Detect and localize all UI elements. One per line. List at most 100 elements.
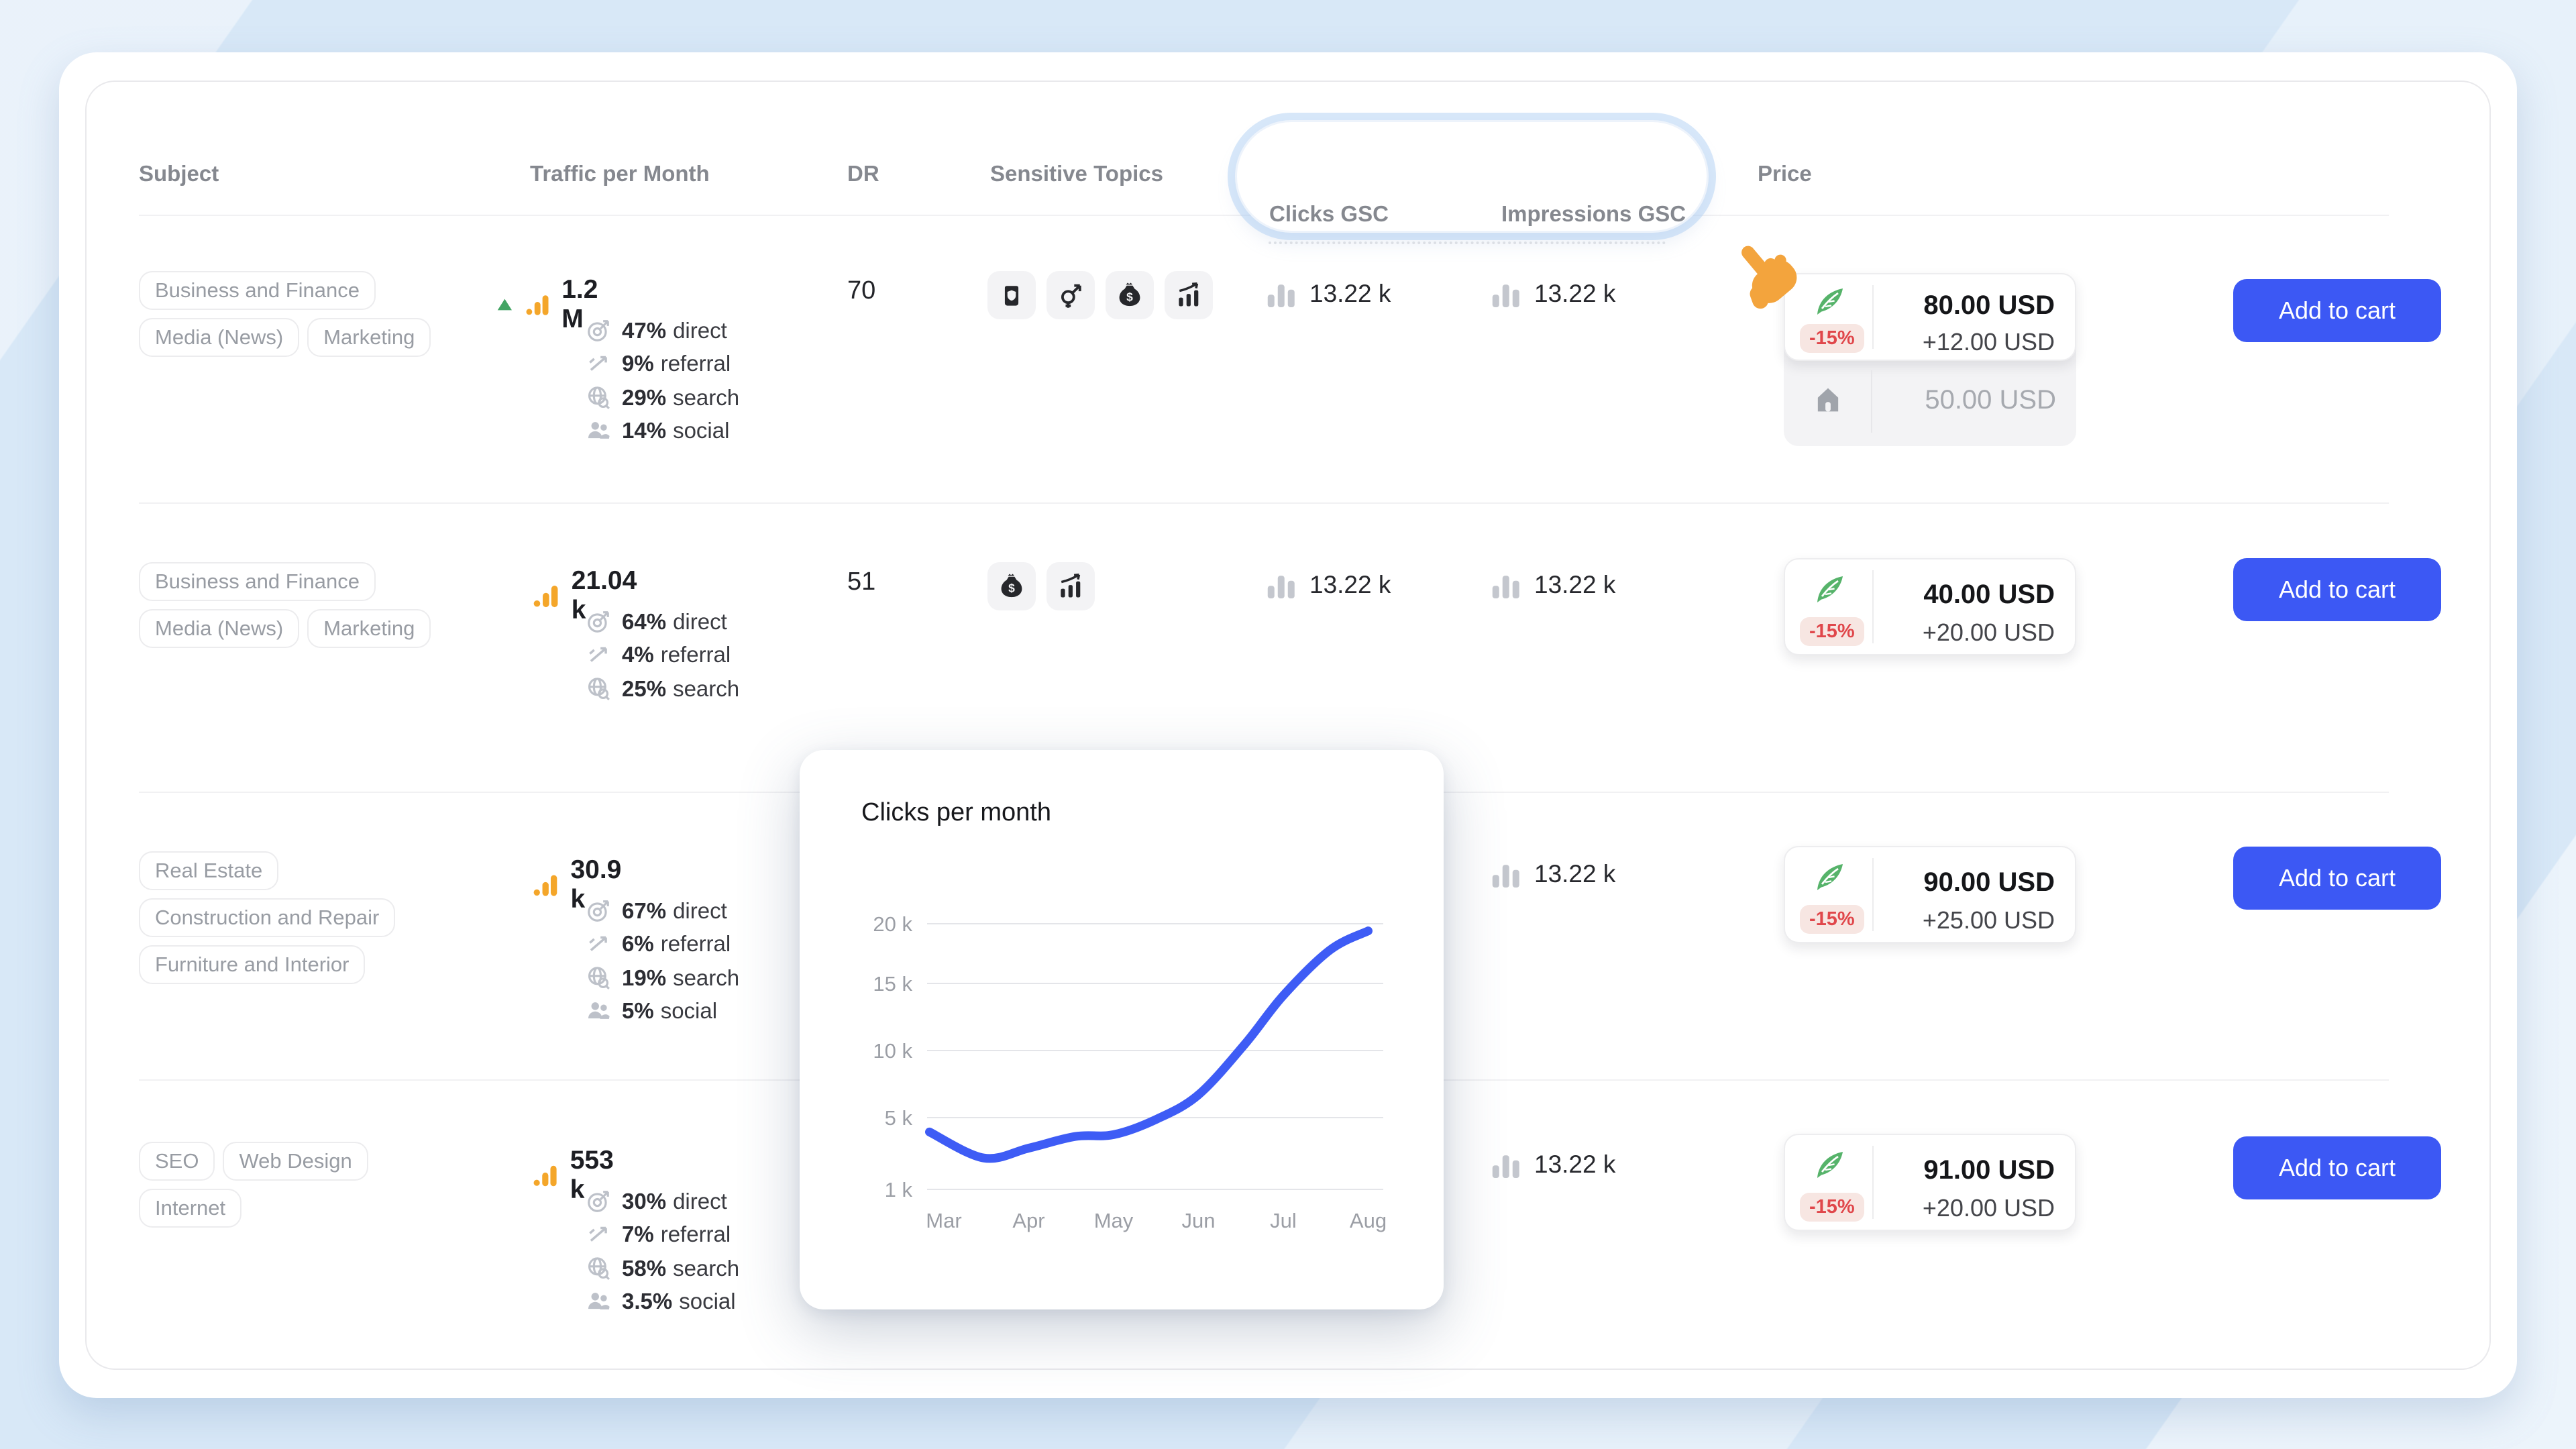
search-pct: 19%	[622, 965, 667, 990]
social-pct: 5%	[622, 998, 654, 1023]
search-globe-icon	[588, 386, 610, 409]
svg-text:Aug: Aug	[1350, 1209, 1387, 1232]
svg-text:Jul: Jul	[1270, 1209, 1297, 1232]
column-header-clicks-gsc: Clicks GSC	[1269, 201, 1389, 226]
direct-pct: 67%	[622, 898, 667, 923]
direct-label: direct	[673, 898, 727, 923]
subject-tag: Web Design	[223, 1142, 368, 1181]
house-icon	[1817, 388, 1839, 412]
price-card[interactable]: -15% 40.00 USD +20.00 USD	[1784, 558, 2076, 655]
price-card-base: 50.00 USD	[1784, 361, 2076, 446]
chart-title: Clicks per month	[861, 798, 1051, 826]
svg-text:$: $	[1126, 290, 1133, 303]
add-to-cart-button[interactable]: Add to cart	[2233, 279, 2441, 342]
price-base: 50.00 USD	[1925, 385, 2056, 415]
analytics-bars-icon	[533, 1165, 557, 1187]
add-to-cart-button[interactable]: Add to cart	[2233, 1136, 2441, 1199]
column-header-impressions-gsc: Impressions GSC	[1501, 201, 1686, 226]
referral-label: referral	[660, 642, 731, 667]
referral-arrow-icon	[589, 647, 607, 662]
subject-tags: Business and Finance Media (News) Market…	[139, 271, 474, 357]
traffic-value-line: 21.04 k	[532, 566, 643, 625]
referral-arrow-icon	[589, 356, 607, 371]
subject-tag: Marketing	[307, 318, 431, 357]
feather-icon	[1817, 1152, 1843, 1178]
alcohol-can-icon	[987, 271, 1036, 319]
traffic-social-line: 5% social	[586, 998, 717, 1024]
svg-text:$: $	[1008, 581, 1015, 594]
discount-badge: -15%	[1800, 617, 1864, 646]
referral-arrow-icon	[589, 936, 607, 951]
price-extra: +12.00 USD	[1922, 328, 2055, 356]
highlight-dotted-underline	[1269, 241, 1666, 244]
direct-target-icon	[588, 900, 609, 922]
growth-chart-icon	[1165, 271, 1213, 319]
traffic-direct-line: 67% direct	[586, 898, 727, 924]
impressions-value: 13.22 k	[1534, 280, 1616, 307]
impressions-gsc-cell: 13.22 k	[1490, 857, 1615, 891]
traffic-value: 1.2 M	[561, 275, 598, 333]
bar-chart-icon	[1492, 865, 1519, 888]
gsc-columns-highlight[interactable]: Clicks GSC Impressions GSC	[1237, 122, 1707, 231]
subject-tag: SEO	[139, 1142, 215, 1181]
gender-icon	[1046, 271, 1095, 319]
price-extra: +20.00 USD	[1922, 619, 2055, 646]
clicks-gsc-cell: 13.22 k	[1265, 277, 1391, 311]
price-card-top: -15% 40.00 USD +20.00 USD	[1784, 558, 2076, 655]
traffic-social-line: 3.5% social	[586, 1289, 736, 1314]
referral-pct: 6%	[622, 931, 654, 956]
svg-text:Apr: Apr	[1012, 1209, 1044, 1232]
traffic-search-line: 58% search	[586, 1256, 739, 1281]
search-pct: 25%	[622, 676, 667, 701]
divider	[1871, 370, 1872, 433]
money-bag-icon: $	[987, 562, 1036, 610]
subject-tag: Media (News)	[139, 609, 300, 648]
subject-tag: Business and Finance	[139, 562, 376, 601]
subject-tags: SEO Web Design Internet	[139, 1142, 474, 1228]
referral-label: referral	[660, 351, 731, 376]
trend-up-icon	[497, 299, 513, 311]
subject-tag: Internet	[139, 1189, 242, 1228]
referral-arrow-icon	[589, 1226, 607, 1242]
add-to-cart-button[interactable]: Add to cart	[2233, 558, 2441, 621]
traffic-referral-line: 6% referral	[586, 931, 731, 957]
traffic-referral-line: 9% referral	[586, 351, 731, 376]
traffic-referral-line: 4% referral	[586, 642, 731, 667]
traffic-search-line: 19% search	[586, 965, 739, 991]
price-main: 40.00 USD	[1923, 580, 2055, 609]
social-label: social	[660, 998, 718, 1023]
svg-text:15 k: 15 k	[873, 972, 912, 996]
traffic-direct-line: 47% direct	[586, 318, 727, 343]
subject-tag: Marketing	[307, 609, 431, 648]
discount-badge: -15%	[1800, 905, 1864, 934]
referral-pct: 7%	[622, 1222, 654, 1246]
referral-pct: 4%	[622, 642, 654, 667]
price-extra: +20.00 USD	[1922, 1194, 2055, 1222]
referral-pct: 9%	[622, 351, 654, 376]
subject-tag: Real Estate	[139, 851, 279, 890]
impressions-gsc-cell: 13.22 k	[1490, 277, 1615, 311]
growth-chart-icon	[1046, 562, 1095, 610]
money-bag-icon: $	[1106, 271, 1154, 319]
price-card[interactable]: -15% 91.00 USD +20.00 USD	[1784, 1134, 2076, 1231]
svg-text:1 k: 1 k	[885, 1178, 913, 1201]
direct-target-icon	[588, 1191, 609, 1212]
feather-icon	[1817, 576, 1843, 602]
traffic-social-line: 14% social	[586, 418, 729, 443]
traffic-direct-line: 64% direct	[586, 609, 727, 635]
price-card[interactable]: -15% 90.00 USD +25.00 USD	[1784, 846, 2076, 943]
direct-target-icon	[588, 611, 609, 633]
referral-label: referral	[660, 1222, 731, 1246]
dr-value: 70	[847, 276, 876, 305]
price-card[interactable]: -15% 80.00 USD +12.00 USD 50.00 USD	[1784, 273, 2076, 446]
add-to-cart-button[interactable]: Add to cart	[2233, 847, 2441, 910]
divider	[1872, 570, 1874, 643]
divider	[1872, 858, 1874, 931]
bar-chart-icon	[1492, 576, 1519, 598]
svg-text:Mar: Mar	[926, 1209, 961, 1232]
search-globe-icon	[588, 967, 610, 989]
traffic-direct-line: 30% direct	[586, 1189, 727, 1214]
impressions-gsc-cell: 13.22 k	[1490, 1148, 1615, 1181]
direct-pct: 30%	[622, 1189, 667, 1214]
traffic-search-line: 25% search	[586, 676, 739, 702]
